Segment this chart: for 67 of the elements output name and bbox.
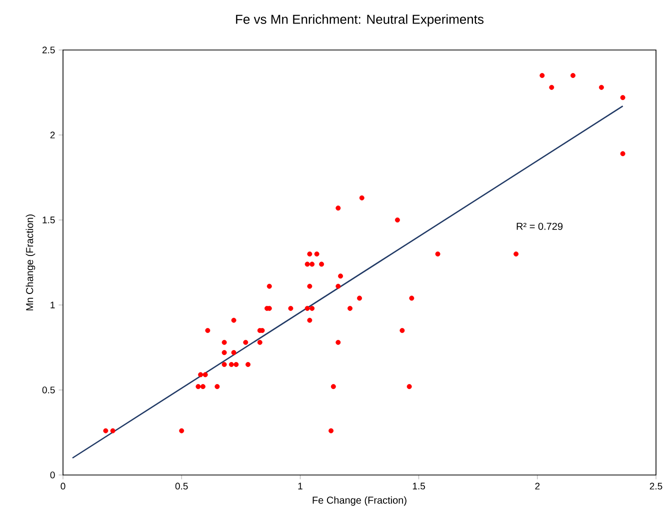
point (196, 384, 201, 390)
x-tick-label: 1 (298, 482, 302, 490)
point (357, 296, 362, 301)
point (620, 95, 626, 100)
point (198, 372, 204, 378)
point (214, 384, 220, 390)
point (330, 384, 336, 390)
x-tick-label: 0 (60, 482, 66, 490)
y-axis-title: Mn Change (Fraction) (26, 214, 36, 310)
point (288, 306, 294, 311)
point (234, 362, 239, 367)
point (307, 251, 312, 256)
point (319, 262, 324, 267)
y-tick-label: 0 (50, 472, 55, 478)
point (336, 340, 341, 345)
y-tick-label: 2 (50, 132, 55, 138)
point (620, 151, 626, 156)
point (228, 362, 234, 367)
x-tick-label: 2.5 (650, 482, 662, 490)
point (336, 206, 341, 211)
point (348, 306, 353, 311)
point (406, 384, 412, 390)
point (222, 350, 227, 356)
point (179, 428, 184, 434)
point (231, 318, 236, 323)
point (310, 306, 315, 311)
x-tick-label: 1.5 (412, 482, 426, 490)
x-axis-title: Fe Change (Fraction) (312, 496, 406, 506)
point (328, 428, 334, 434)
point (338, 274, 344, 279)
point (200, 384, 206, 390)
point (257, 340, 262, 345)
point (243, 340, 248, 345)
point (540, 72, 545, 78)
point (246, 362, 251, 367)
point (549, 84, 554, 90)
y-tick-label: 1.5 (42, 216, 55, 224)
point (266, 284, 272, 289)
point (304, 262, 310, 267)
point (310, 262, 315, 267)
point (394, 217, 400, 222)
point (202, 372, 208, 378)
y-tick-label: 2.5 (42, 46, 55, 54)
point (222, 362, 227, 367)
point (222, 340, 227, 345)
chart-title: Fe vs Mn Enrichment: Neutral Experiments (236, 14, 484, 26)
point (307, 318, 312, 323)
point (205, 328, 210, 333)
point (314, 251, 320, 256)
point (304, 306, 310, 311)
point (598, 84, 604, 90)
point (103, 428, 108, 434)
annotation: R² = 0.729 (516, 222, 563, 230)
point (110, 428, 116, 434)
point (307, 284, 312, 289)
y-tick-label: 1 (50, 302, 55, 308)
y-tick-label: 0.5 (42, 386, 55, 394)
point (514, 251, 519, 256)
point (409, 296, 414, 301)
point (231, 350, 236, 356)
point (336, 284, 341, 289)
point (435, 251, 440, 256)
point (400, 328, 405, 333)
x-tick-label: 0.5 (175, 482, 188, 490)
point (359, 195, 364, 200)
point (570, 72, 576, 78)
x-tick-label: 2 (535, 482, 540, 490)
